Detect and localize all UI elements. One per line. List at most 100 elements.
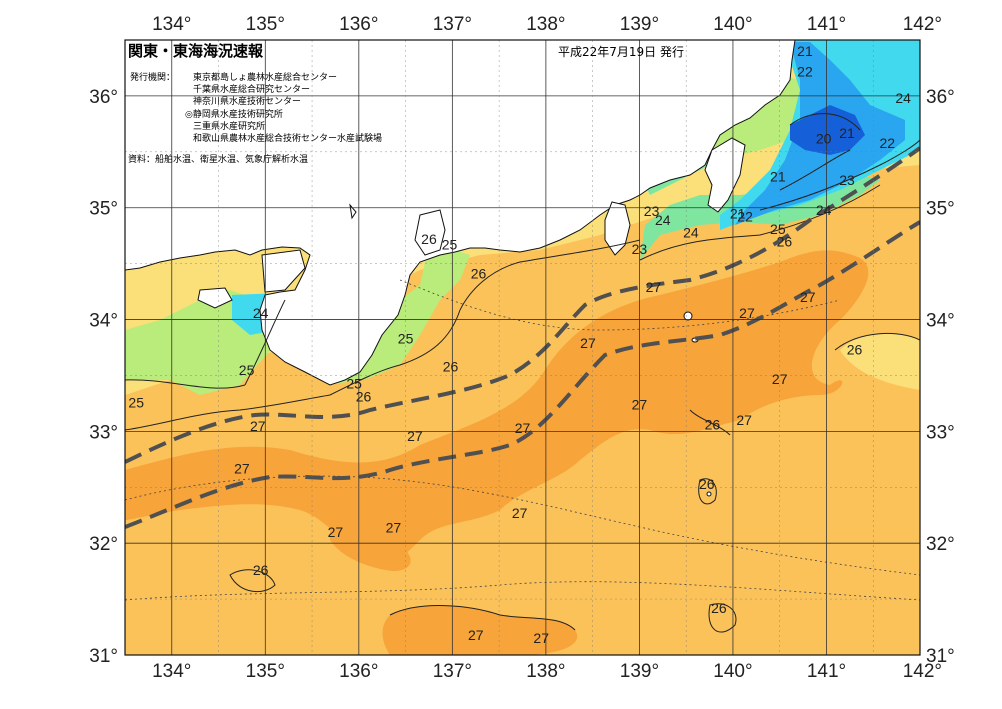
longitude-label-top: 140° — [713, 14, 752, 35]
isotherm-label: 23 — [839, 172, 855, 188]
longitude-label-bottom: 142° — [903, 661, 942, 682]
issuer-4: 三重県水産研究所 — [193, 120, 265, 132]
land-boso-peninsula — [704, 137, 746, 213]
latitude-label-left: 34° — [89, 311, 118, 332]
issuer-5: 和歌山県農林水産総合技術センター水産試験場 — [193, 132, 382, 144]
map-title: 関東・東海海況速報 — [128, 42, 264, 60]
longitude-label-bottom: 141° — [807, 661, 846, 682]
isotherm-label: 20 — [816, 130, 832, 146]
latitude-label-left: 33° — [89, 422, 118, 443]
isotherm-label: 27 — [580, 335, 596, 351]
longitude-label-bottom: 139° — [620, 661, 659, 682]
isotherm-label: 24 — [253, 305, 269, 321]
issuers-label: 発行機関： — [130, 71, 175, 83]
isotherm-contours — [125, 113, 920, 633]
longitude-label-top: 138° — [526, 14, 565, 35]
isotherm-label: 26 — [777, 233, 793, 249]
isotherm-label: 24 — [816, 202, 832, 218]
isotherm-label: 27 — [533, 630, 549, 646]
isotherm-label: 24 — [683, 224, 699, 240]
kuroshio-southern-edge — [125, 220, 920, 529]
latitude-label-left: 31° — [89, 646, 118, 667]
issuer-2: 神奈川県水産技術センター — [193, 95, 301, 107]
isotherm-label: 27 — [468, 627, 484, 643]
issuer-3: ◎静岡県水産技術研究所 — [185, 108, 283, 120]
land-oshima-island — [683, 311, 693, 321]
longitude-label-bottom: 135° — [246, 661, 285, 682]
isotherm-label: 27 — [250, 418, 266, 434]
latitude-label-left: 32° — [89, 534, 118, 555]
longitude-label-top: 139° — [620, 14, 659, 35]
isotherm-label: 21 — [730, 205, 746, 221]
isotherm-label: 26 — [847, 342, 863, 358]
latitude-labels-left: 36° 35° 34° 33° 32° 31° — [89, 87, 118, 667]
isotherm-label: 25 — [239, 362, 255, 378]
longitude-label-bottom: 138° — [526, 661, 565, 682]
isotherm-label: 27 — [800, 289, 816, 305]
isotherm-label: 25 — [442, 237, 458, 253]
latitude-label-left: 36° — [89, 87, 118, 108]
isotherm-label: 27 — [736, 412, 752, 428]
latitude-label-right: 33° — [926, 422, 955, 443]
isotherm-label: 21 — [797, 43, 813, 59]
isotherm-label: 27 — [234, 460, 250, 476]
land-noto-tip — [349, 203, 357, 220]
isotherm-label: 26 — [443, 359, 459, 375]
isotherm-label: 26 — [699, 476, 715, 492]
longitude-label-top: 141° — [807, 14, 846, 35]
isotherm-label: 27 — [328, 524, 344, 540]
land-hachijo-island — [706, 491, 712, 497]
isotherm-label: 24 — [895, 90, 911, 106]
isotherm-label: 26 — [421, 231, 437, 247]
isotherm-label: 26 — [705, 417, 721, 433]
land-izu-peninsula — [604, 201, 631, 256]
isotherm-label: 24 — [655, 212, 671, 228]
sea-zone-25-26-east — [840, 333, 920, 390]
latitude-label-right: 32° — [926, 534, 955, 555]
longitude-label-top: 137° — [433, 14, 472, 35]
latitude-label-right: 34° — [926, 311, 955, 332]
longitude-label-top: 135° — [246, 14, 285, 35]
longitude-label-top: 134° — [152, 14, 191, 35]
isotherm-label: 21 — [839, 125, 855, 141]
latitude-label-right: 36° — [926, 87, 955, 108]
isotherm-label: 27 — [772, 371, 788, 387]
data-source: 資料：船舶水温、衛星水温、気象庁解析水温 — [128, 153, 308, 165]
longitude-label-top: 142° — [903, 14, 942, 35]
isotherm-label: 26 — [711, 600, 727, 616]
isotherm-label: 27 — [407, 428, 423, 444]
land-awaji — [197, 287, 233, 309]
longitude-labels-top: 134° 135° 136° 137° 138° 139° 140° 141° 142° — [152, 14, 942, 35]
isotherm-label: 27 — [632, 397, 648, 413]
isotherm-label: 22 — [879, 135, 895, 151]
sea-zone-27-28-southwest — [330, 519, 411, 571]
isotherm-dotted — [125, 279, 920, 601]
latitude-label-left: 35° — [89, 199, 118, 220]
latitude-label-right: 35° — [926, 199, 955, 220]
issuer-1: 千葉県水産総合研究センター — [193, 83, 310, 95]
isotherm-label: 25 — [346, 375, 362, 391]
kuroshio-northern-edge — [125, 146, 920, 464]
land-kii-peninsula — [261, 249, 306, 293]
isotherm-label: 27 — [646, 279, 662, 295]
latitude-label-right: 31° — [926, 646, 955, 667]
isotherm-label: 23 — [644, 203, 660, 219]
issue-date: 平成22年7月19日 発行 — [558, 45, 684, 59]
longitude-label-bottom: 137° — [433, 661, 472, 682]
isotherm-label: 25 — [128, 394, 144, 410]
isotherm-label: 21 — [770, 168, 786, 184]
isotherm-label: 27 — [386, 520, 402, 536]
isotherm-label: 22 — [737, 209, 753, 225]
isotherm-label: 26 — [253, 562, 269, 578]
isotherm-label: 27 — [512, 505, 528, 521]
isotherm-label: 26 — [471, 266, 487, 282]
isotherm-label: 26 — [356, 389, 372, 405]
isotherm-label: 27 — [739, 305, 755, 321]
land-ise-area — [414, 209, 446, 256]
land-kinki-shikoku — [125, 40, 796, 386]
isotherm-label: 27 — [515, 420, 531, 436]
isotherm-label: 25 — [398, 331, 414, 347]
longitude-label-bottom: 136° — [339, 661, 378, 682]
